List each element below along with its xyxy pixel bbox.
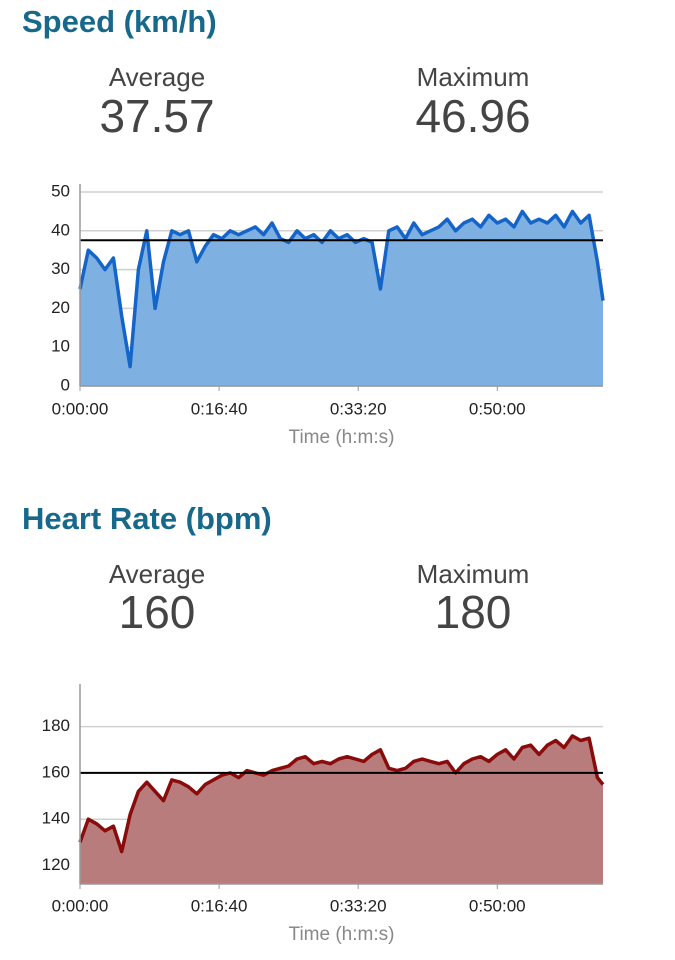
y-tick-label: 120 — [42, 855, 70, 874]
stat-value: 37.57 — [99, 90, 214, 142]
x-tick-label: 0:16:40 — [191, 399, 248, 418]
stat-label: Average — [109, 559, 205, 589]
x-tick-label: 0:00:00 — [52, 896, 109, 915]
y-tick-label: 10 — [51, 337, 70, 356]
y-tick-label: 0 — [61, 375, 70, 394]
y-tick-label: 30 — [51, 259, 70, 278]
x-axis-label: Time (h:m:s) — [289, 427, 395, 448]
x-tick-label: 0:16:40 — [191, 896, 248, 915]
section-title: Speed (km/h) — [22, 4, 217, 39]
stat-label: Maximum — [417, 559, 530, 589]
y-tick-label: 50 — [51, 181, 70, 200]
y-tick-label: 160 — [42, 762, 70, 781]
y-tick-label: 40 — [51, 220, 70, 239]
y-tick-label: 140 — [42, 809, 70, 828]
x-tick-label: 0:50:00 — [469, 896, 526, 915]
line — [78, 734, 605, 854]
area — [80, 211, 603, 386]
stat-value: 160 — [119, 586, 196, 638]
stat-label: Maximum — [417, 62, 530, 92]
x-tick-label: 0:33:20 — [330, 896, 387, 915]
y-tick-label: 180 — [42, 716, 70, 735]
stat-label: Average — [109, 62, 205, 92]
stat-value: 46.96 — [415, 90, 530, 142]
line — [78, 209, 605, 369]
section-title: Heart Rate (bpm) — [22, 501, 272, 536]
y-tick-label: 20 — [51, 298, 70, 317]
stat-value: 180 — [435, 586, 512, 638]
x-tick-label: 0:00:00 — [52, 399, 109, 418]
x-tick-label: 0:50:00 — [469, 399, 526, 418]
x-tick-label: 0:33:20 — [330, 399, 387, 418]
x-axis-label: Time (h:m:s) — [289, 924, 395, 945]
